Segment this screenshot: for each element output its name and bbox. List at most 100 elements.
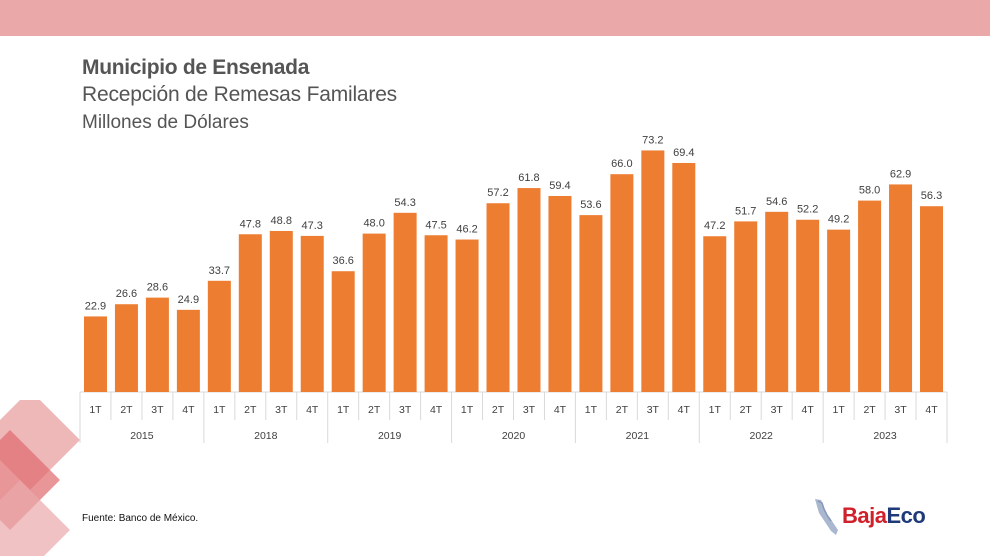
x-tick-quarter: 4T [678,404,691,416]
data-label: 62.9 [890,168,911,180]
data-label: 48.8 [271,215,292,227]
data-label: 53.6 [580,199,601,211]
logo-text: BajaEco [842,503,926,529]
data-label: 73.2 [642,134,663,146]
bar [920,206,944,392]
data-label: 66.0 [611,158,632,170]
bar [424,235,448,392]
data-label: 59.4 [549,180,570,192]
x-tick-quarter: 3T [523,404,536,416]
x-tick-quarter: 1T [832,404,845,416]
baja-california-map-icon [815,499,838,535]
x-tick-year: 2023 [873,430,897,442]
data-label: 47.3 [302,220,323,232]
bar [858,200,882,392]
data-label: 52.2 [797,204,818,216]
bajaeco-logo: BajaEco [812,497,952,537]
data-label: 54.6 [766,196,787,208]
x-tick-quarter: 1T [337,404,350,416]
bar [269,230,293,392]
x-tick-quarter: 2T [740,404,753,416]
x-tick-quarter: 3T [771,404,784,416]
x-tick-quarter: 1T [585,404,598,416]
data-label: 51.7 [735,205,756,217]
data-label: 36.6 [332,255,353,267]
x-tick-quarter: 2T [492,404,505,416]
x-tick-quarter: 1T [89,404,102,416]
x-tick-quarter: 2T [244,404,257,416]
x-tick-quarter: 4T [306,404,319,416]
bar [765,211,789,392]
bar [641,150,665,392]
data-label: 49.2 [828,214,849,226]
bar [362,233,386,392]
bar [703,236,727,392]
bar [517,188,541,392]
data-label: 57.2 [487,187,508,199]
bar [672,162,696,392]
logo-text-baja: Baja [842,503,887,528]
data-label: 47.2 [704,220,725,232]
x-tick-year: 2021 [626,430,650,442]
x-tick-quarter: 4T [925,404,938,416]
data-label: 47.5 [425,219,446,231]
x-tick-quarter: 2T [863,404,876,416]
x-tick-year: 2018 [254,430,278,442]
x-tick-quarter: 3T [894,404,907,416]
bar [114,304,138,392]
bar [796,219,820,392]
data-label: 22.9 [85,300,106,312]
x-tick-quarter: 4T [430,404,443,416]
bar [889,184,913,392]
bar [238,234,262,392]
data-label: 48.0 [363,218,384,230]
x-tick-quarter: 3T [399,404,412,416]
x-tick-quarter: 2T [368,404,381,416]
x-tick-quarter: 1T [213,404,226,416]
bar [610,174,634,392]
data-label: 33.7 [209,265,230,277]
x-tick-quarter: 4T [802,404,815,416]
top-band [0,0,990,36]
bar [176,309,200,392]
bar [83,316,107,392]
data-label: 26.6 [116,288,137,300]
data-label: 24.9 [178,294,199,306]
data-label: 46.2 [456,224,477,236]
x-tick-year: 2020 [502,430,526,442]
bar [145,297,169,392]
x-tick-quarter: 2T [120,404,133,416]
x-tick-year: 2015 [130,430,154,442]
data-label: 61.8 [518,172,539,184]
data-label: 28.6 [147,282,168,294]
x-tick-quarter: 3T [647,404,660,416]
bar-chart: 22.9 1T 26.6 2T 28.6 3T 24.9 4T 2015 33.7 1T 47.8 2T… [79,134,948,443]
x-tick-quarter: 2T [616,404,629,416]
bar [548,195,572,392]
x-tick-year: 2019 [378,430,402,442]
source-note: Fuente: Banco de México. [82,513,199,524]
chart-title: Municipio de Ensenada [82,56,310,79]
x-tick-quarter: 3T [275,404,288,416]
data-label: 56.3 [921,190,942,202]
data-label: 69.4 [673,147,694,159]
data-label: 58.0 [859,185,880,197]
bar [207,280,231,392]
bar [734,221,758,392]
bar [579,215,603,392]
bar [455,239,479,392]
bar [827,229,851,392]
x-tick-quarter: 3T [151,404,164,416]
x-tick-quarter: 1T [709,404,722,416]
x-tick-quarter: 1T [461,404,474,416]
chart-subtitle: Recepción de Remesas Familares [82,83,397,106]
logo-text-eco: Eco [886,503,926,528]
chart-unit-label: Millones de Dólares [82,112,249,133]
x-tick-quarter: 4T [554,404,567,416]
decorative-diamonds [0,400,80,556]
bar [486,203,510,392]
data-label: 47.8 [240,218,261,230]
data-label: 54.3 [394,197,415,209]
bar [300,235,324,392]
bar [393,212,417,392]
